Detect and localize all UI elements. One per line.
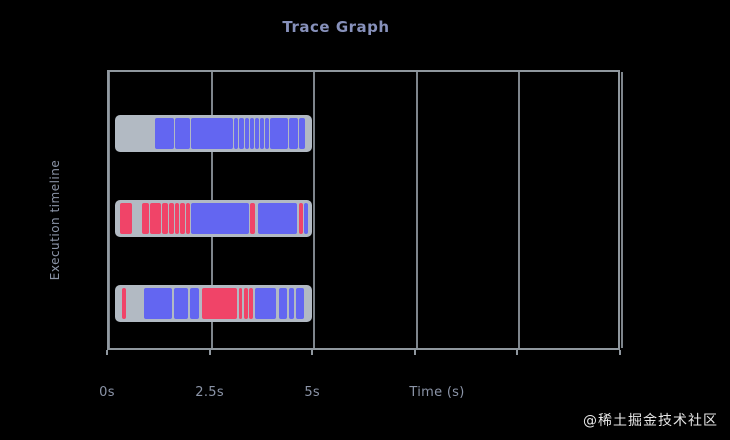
- timeline-segment: [202, 288, 238, 319]
- timeline-segment: [269, 118, 288, 149]
- x-tick-mark: [208, 350, 211, 355]
- timeline-segment: [303, 203, 309, 234]
- timeline-segment: [244, 118, 249, 149]
- timeline-segment: [239, 118, 245, 149]
- x-tick-mark: [311, 350, 314, 355]
- timeline-segment: [264, 118, 270, 149]
- x-tick-mark: [516, 350, 519, 355]
- timeline-segment: [168, 203, 174, 234]
- timeline-segment: [179, 203, 185, 234]
- x-tick-mark: [106, 350, 108, 355]
- timeline-segment: [189, 288, 199, 319]
- timeline-segment: [250, 118, 254, 149]
- timeline-segment: [186, 203, 190, 234]
- timeline-segment: [120, 203, 132, 234]
- timeline-segment: [191, 203, 249, 234]
- timeline-segment: [299, 118, 306, 149]
- timeline-segment: [278, 288, 288, 319]
- timeline-segment: [257, 203, 297, 234]
- timeline-segment: [175, 203, 180, 234]
- timeline-segment: [299, 203, 304, 234]
- x-axis-title: Time (s): [409, 385, 465, 400]
- gridline: [621, 72, 623, 348]
- gridline: [108, 72, 110, 348]
- timeline-segment: [143, 288, 173, 319]
- timeline-segment: [234, 118, 238, 149]
- timeline-segment: [244, 288, 249, 319]
- y-axis-title: Execution timeline: [48, 159, 62, 281]
- x-tick-label: 2.5s: [195, 385, 224, 400]
- timeline-segment: [122, 288, 126, 319]
- timeline-segment: [173, 288, 189, 319]
- x-tick-label: 5s: [304, 385, 321, 400]
- plot-area: [107, 70, 623, 350]
- timeline-segment: [141, 203, 149, 234]
- x-tick-mark: [413, 350, 416, 355]
- timeline-segment: [289, 288, 295, 319]
- gridline: [415, 72, 418, 348]
- timeline-segment: [289, 118, 299, 149]
- x-tick-mark: [619, 350, 621, 355]
- timeline-segment: [239, 288, 242, 319]
- watermark: @稀土掘金技术社区: [579, 409, 722, 431]
- timeline-segment: [248, 288, 254, 319]
- timeline-segment: [154, 118, 174, 149]
- timeline-segment: [161, 203, 169, 234]
- timeline-segment: [175, 118, 190, 149]
- timeline-segment: [250, 203, 256, 234]
- chart-title: Trace Graph: [282, 18, 390, 36]
- timeline-segment: [296, 288, 304, 319]
- timeline-segment: [150, 203, 162, 234]
- timeline-segment: [260, 118, 265, 149]
- timeline-segment: [191, 118, 233, 149]
- timeline-segment: [255, 118, 260, 149]
- timeline-segment: [255, 288, 277, 319]
- gridline: [313, 72, 316, 348]
- gridline: [518, 72, 521, 348]
- x-tick-label: 0s: [99, 385, 115, 400]
